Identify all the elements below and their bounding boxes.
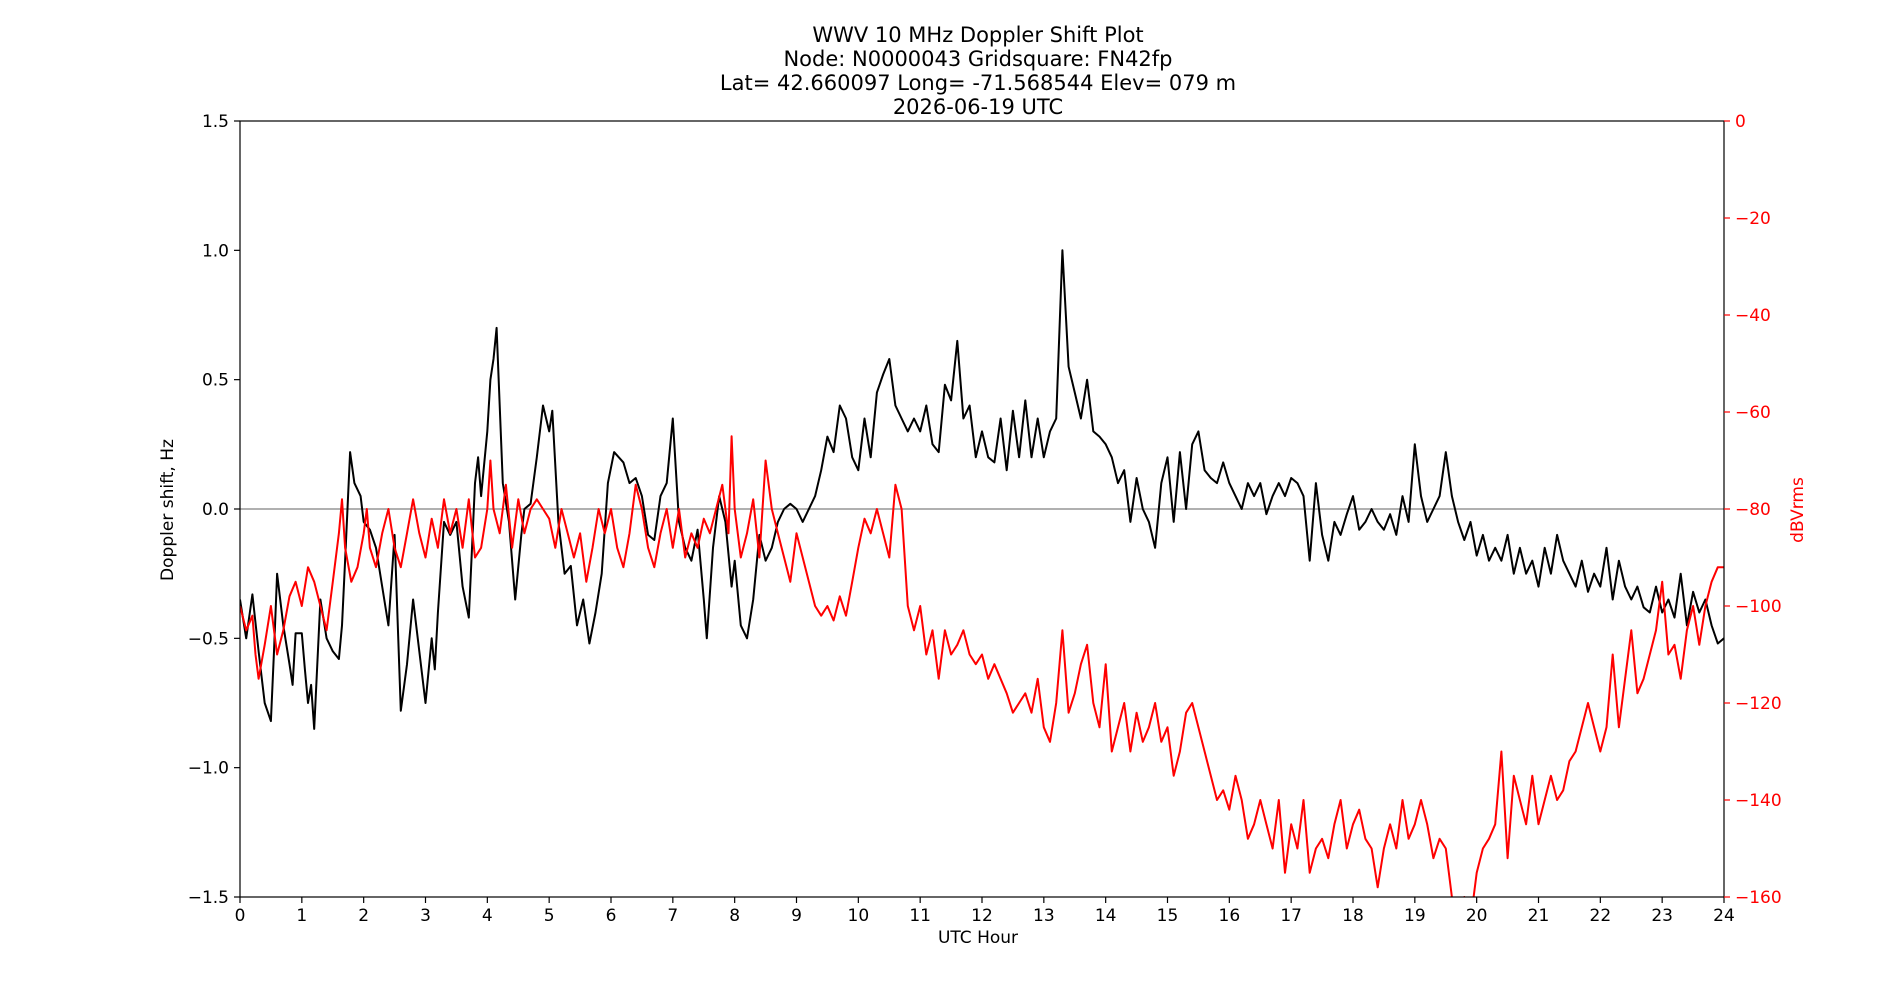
y-left-tick-label: 1.0 bbox=[202, 241, 229, 261]
series-layer bbox=[240, 249, 1724, 897]
x-tick-label: 7 bbox=[667, 906, 678, 926]
y-left-tick-label: −1.5 bbox=[188, 888, 229, 908]
title-line-2: Node: N0000043 Gridsquare: FN42fp bbox=[783, 47, 1172, 71]
x-tick-label: 6 bbox=[606, 906, 617, 926]
x-axis: 0 1 2 3 4 5 6 7 8 9 10 11 12 13 14 15 16 17 18 19 20 21 22 23 24 bbox=[235, 897, 1735, 926]
power-series-line bbox=[240, 435, 1724, 897]
x-tick-label: 5 bbox=[544, 906, 555, 926]
x-tick-label: 15 bbox=[1157, 906, 1179, 926]
x-tick-label: 21 bbox=[1528, 906, 1550, 926]
x-tick-label: 16 bbox=[1219, 906, 1241, 926]
y-axis-right: 0 −20 −40 −60 −80 −100 −120 −140 −160 bbox=[1724, 112, 1782, 908]
x-tick-label: 20 bbox=[1466, 906, 1488, 926]
y-right-tick-label: −40 bbox=[1735, 306, 1771, 326]
y-right-tick-label: 0 bbox=[1735, 112, 1746, 132]
x-tick-label: 2 bbox=[358, 906, 369, 926]
y-axis-left: 1.5 1.0 0.5 0.0 −0.5 −1.0 −1.5 bbox=[188, 112, 240, 908]
y-axis-left-label: Doppler shift, Hz bbox=[158, 439, 178, 581]
x-tick-label: 9 bbox=[791, 906, 802, 926]
title-line-3: Lat= 42.660097 Long= -71.568544 Elev= 07… bbox=[720, 71, 1236, 95]
x-axis-label: UTC Hour bbox=[938, 928, 1018, 948]
x-tick-label: 10 bbox=[848, 906, 870, 926]
y-left-tick-label: 0.0 bbox=[202, 500, 229, 520]
x-tick-label: 22 bbox=[1590, 906, 1612, 926]
y-right-tick-label: −160 bbox=[1735, 888, 1782, 908]
y-right-tick-label: −20 bbox=[1735, 209, 1771, 229]
x-tick-label: 4 bbox=[482, 906, 493, 926]
x-tick-label: 11 bbox=[909, 906, 931, 926]
y-right-tick-label: −100 bbox=[1735, 597, 1782, 617]
doppler-series-line bbox=[240, 249, 1724, 730]
x-tick-label: 23 bbox=[1651, 906, 1673, 926]
y-right-tick-label: −60 bbox=[1735, 403, 1771, 423]
y-left-tick-label: 1.5 bbox=[202, 112, 229, 132]
y-right-tick-label: −140 bbox=[1735, 791, 1782, 811]
y-axis-right-label: dBVrms bbox=[1788, 477, 1808, 543]
x-tick-label: 1 bbox=[296, 906, 307, 926]
chart-title: WWV 10 MHz Doppler Shift Plot Node: N000… bbox=[720, 23, 1236, 119]
title-line-1: WWV 10 MHz Doppler Shift Plot bbox=[812, 23, 1143, 47]
y-left-tick-label: −1.0 bbox=[188, 759, 229, 779]
title-line-4: 2026-06-19 UTC bbox=[893, 95, 1063, 119]
y-right-tick-label: −120 bbox=[1735, 694, 1782, 714]
x-tick-label: 13 bbox=[1033, 906, 1055, 926]
x-tick-label: 24 bbox=[1713, 906, 1735, 926]
x-tick-label: 19 bbox=[1404, 906, 1426, 926]
y-left-tick-label: 0.5 bbox=[202, 371, 229, 391]
x-tick-label: 8 bbox=[729, 906, 740, 926]
x-tick-label: 17 bbox=[1280, 906, 1302, 926]
x-tick-label: 18 bbox=[1342, 906, 1364, 926]
y-right-tick-label: −80 bbox=[1735, 500, 1771, 520]
x-tick-label: 14 bbox=[1095, 906, 1117, 926]
x-tick-label: 0 bbox=[235, 906, 246, 926]
x-tick-label: 3 bbox=[420, 906, 431, 926]
x-tick-label: 12 bbox=[971, 906, 993, 926]
y-left-tick-label: −0.5 bbox=[188, 629, 229, 649]
